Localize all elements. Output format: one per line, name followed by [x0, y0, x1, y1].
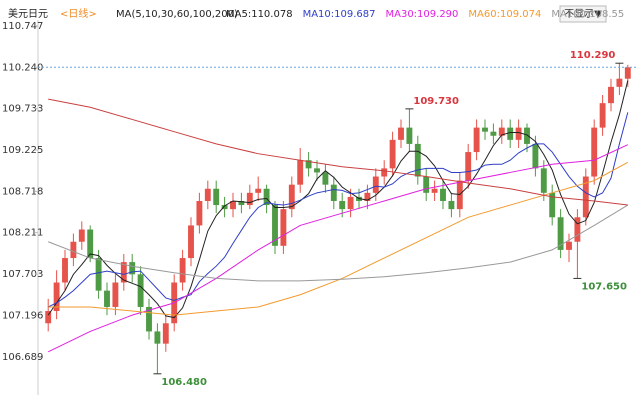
toggle-button[interactable] [559, 5, 607, 23]
annotation-label: 109.730 [413, 96, 459, 107]
candle-body [406, 127, 413, 144]
legend-entry: MA5:110.078 [226, 9, 293, 20]
candle-body [246, 192, 253, 206]
candle-body [473, 127, 480, 153]
candle-body [364, 192, 371, 201]
candle-body [608, 86, 614, 104]
candle-body [524, 127, 530, 144]
y-tick-label: 108.718 [2, 186, 43, 197]
candle-body [515, 127, 522, 140]
y-tick-label: 106.689 [2, 352, 43, 363]
candle-body [540, 168, 547, 193]
candle-body [490, 131, 497, 136]
candle-body [137, 274, 144, 307]
candle-body [78, 229, 85, 242]
candle-body [624, 67, 631, 79]
candle-body [347, 196, 354, 210]
ma-line [47, 80, 629, 319]
candle-body [204, 188, 211, 201]
y-tick-label: 110.240 [2, 62, 43, 73]
candle-body [482, 127, 488, 132]
legend-entry: MA10:109.687 [303, 9, 376, 20]
candle-body [423, 176, 430, 193]
candle-body [213, 188, 220, 206]
candle-body [566, 241, 572, 250]
candle-body [188, 225, 194, 259]
candle-body [221, 205, 228, 210]
ma-line [48, 161, 629, 316]
candle-body [498, 127, 505, 136]
candle-body [70, 241, 77, 259]
candle-body [465, 152, 472, 181]
candle-body [280, 209, 287, 246]
candle-body [599, 103, 606, 128]
candle-body [532, 143, 539, 169]
candle-body [196, 200, 203, 226]
candle-body [238, 200, 245, 206]
y-tick-label: 108.211 [2, 228, 43, 239]
candle-body [330, 184, 337, 201]
ma-line [48, 204, 629, 282]
candle-body [557, 217, 564, 250]
legend-entry: MA60:109.074 [468, 9, 541, 20]
candle-body [314, 168, 320, 173]
ma-line [47, 144, 629, 353]
candle-body [162, 323, 169, 344]
candle-body [230, 200, 236, 210]
candle-body [129, 262, 136, 275]
candle-body [112, 282, 119, 307]
annotation-label: 110.290 [570, 50, 616, 61]
candle-body [339, 200, 346, 210]
annotation-label: 106.480 [161, 377, 207, 388]
candle-body [263, 188, 270, 206]
candle-body [154, 331, 161, 344]
ma-title: MA(5,10,30,60,100,200) [116, 9, 238, 20]
candle-body [297, 160, 304, 185]
candle-body [53, 282, 60, 312]
candle-body [305, 160, 312, 169]
candle-body [381, 168, 388, 177]
candle-body [549, 192, 556, 218]
legend-entry: MA100:108.55 [551, 9, 624, 20]
candle-body [507, 127, 514, 140]
y-tick-label: 107.196 [2, 310, 43, 321]
candle-body [288, 184, 295, 210]
candle-body [389, 139, 396, 169]
candle-body [255, 188, 262, 193]
ma-line [47, 112, 629, 308]
candle-body [120, 262, 127, 283]
candle-body [62, 258, 68, 283]
candle-body [87, 229, 94, 259]
candle-body [574, 217, 581, 242]
candle-body [414, 143, 421, 177]
candle-body [146, 306, 152, 332]
period[interactable]: <日线> [60, 7, 97, 20]
toggle-label[interactable]: 不显示▼ [564, 8, 602, 20]
candle-body [440, 188, 446, 201]
candle-body [591, 127, 598, 177]
candle-body [95, 258, 102, 291]
candle-body [45, 311, 52, 324]
candle-body [272, 205, 278, 246]
y-tick-label: 107.703 [2, 269, 43, 280]
candle-body [582, 176, 589, 218]
symbol: 美元日元 [8, 7, 48, 20]
y-tick-label: 109.225 [2, 145, 43, 156]
y-tick-label: 109.733 [2, 104, 43, 115]
candle-body [372, 176, 379, 193]
candle-body [322, 172, 329, 185]
candle-body [431, 188, 438, 193]
legend-entry: MA30:109.290 [385, 9, 458, 20]
candle-body [179, 258, 186, 283]
ma-line [48, 98, 628, 206]
candle-body [104, 290, 110, 307]
candle-body [448, 200, 455, 210]
candle-body [616, 78, 623, 87]
y-tick-label: 110.747 [2, 21, 43, 32]
annotation-label: 107.650 [581, 281, 627, 292]
candle-body [398, 127, 404, 140]
